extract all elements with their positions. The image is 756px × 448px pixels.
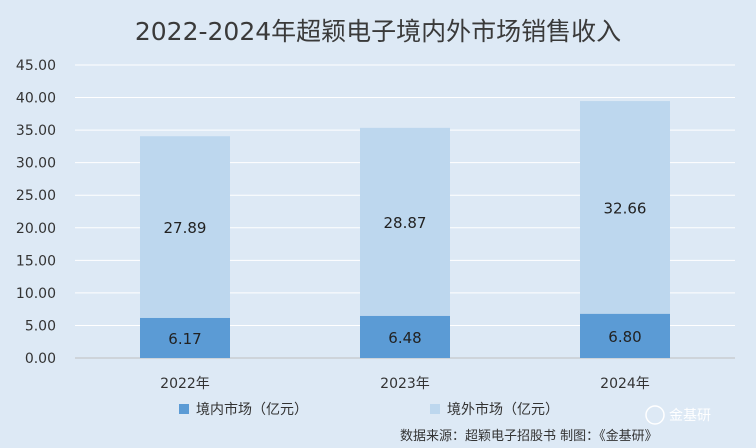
bar-segment-overseas <box>580 101 670 314</box>
x-axis-categories: 2022年 2023年 2024年 <box>160 376 650 392</box>
data-label: 28.87 <box>384 214 427 232</box>
x-category-label: 2022年 <box>160 376 210 392</box>
y-tick-label: 35.00 <box>16 123 56 139</box>
data-label: 32.66 <box>604 199 647 217</box>
y-tick-label: 15.00 <box>16 253 56 269</box>
y-tick-label: 10.00 <box>16 286 56 302</box>
watermark: 金基研 <box>645 405 711 425</box>
legend: 境内市场（亿元） 境外市场（亿元） <box>179 401 559 418</box>
y-tick-label: 40.00 <box>16 91 56 107</box>
x-category-label: 2023年 <box>380 376 430 392</box>
bar-segment-overseas <box>140 136 230 318</box>
data-labels: 6.17 27.89 6.48 28.87 6.80 32.66 <box>164 199 647 348</box>
bar-segment-domestic <box>580 313 670 358</box>
watermark-text: 金基研 <box>669 407 711 424</box>
bar-segment-overseas <box>360 127 450 316</box>
y-tick-label: 20.00 <box>16 221 56 237</box>
y-tick-label: 30.00 <box>16 156 56 172</box>
legend-swatch-overseas <box>430 404 440 414</box>
y-tick-label: 5.00 <box>25 318 56 334</box>
y-tick-label: 0.00 <box>25 351 56 367</box>
data-label: 6.80 <box>608 328 641 346</box>
y-axis-ticks: 0.00 5.00 10.00 15.00 20.00 25.00 30.00 35.00 40… <box>16 58 56 367</box>
watermark-icon <box>645 405 665 425</box>
bar-segment-domestic <box>360 315 450 358</box>
source-note: 数据来源：超颖电子招股书 制图：《金基研》 <box>400 428 658 444</box>
chart-title: 2022-2024年超颖电子境内外市场销售收入 <box>135 17 621 46</box>
legend-label-domestic: 境内市场（亿元） <box>196 401 308 418</box>
legend-label-overseas: 境外市场（亿元） <box>447 401 559 418</box>
data-label: 6.17 <box>168 330 201 348</box>
y-tick-label: 25.00 <box>16 188 56 204</box>
x-category-label: 2024年 <box>600 376 650 392</box>
bars <box>140 101 670 358</box>
legend-swatch-domestic <box>179 404 189 414</box>
data-label: 6.48 <box>388 329 421 347</box>
bar-segment-domestic <box>140 317 230 358</box>
y-tick-label: 45.00 <box>16 58 56 74</box>
data-label: 27.89 <box>164 219 207 237</box>
